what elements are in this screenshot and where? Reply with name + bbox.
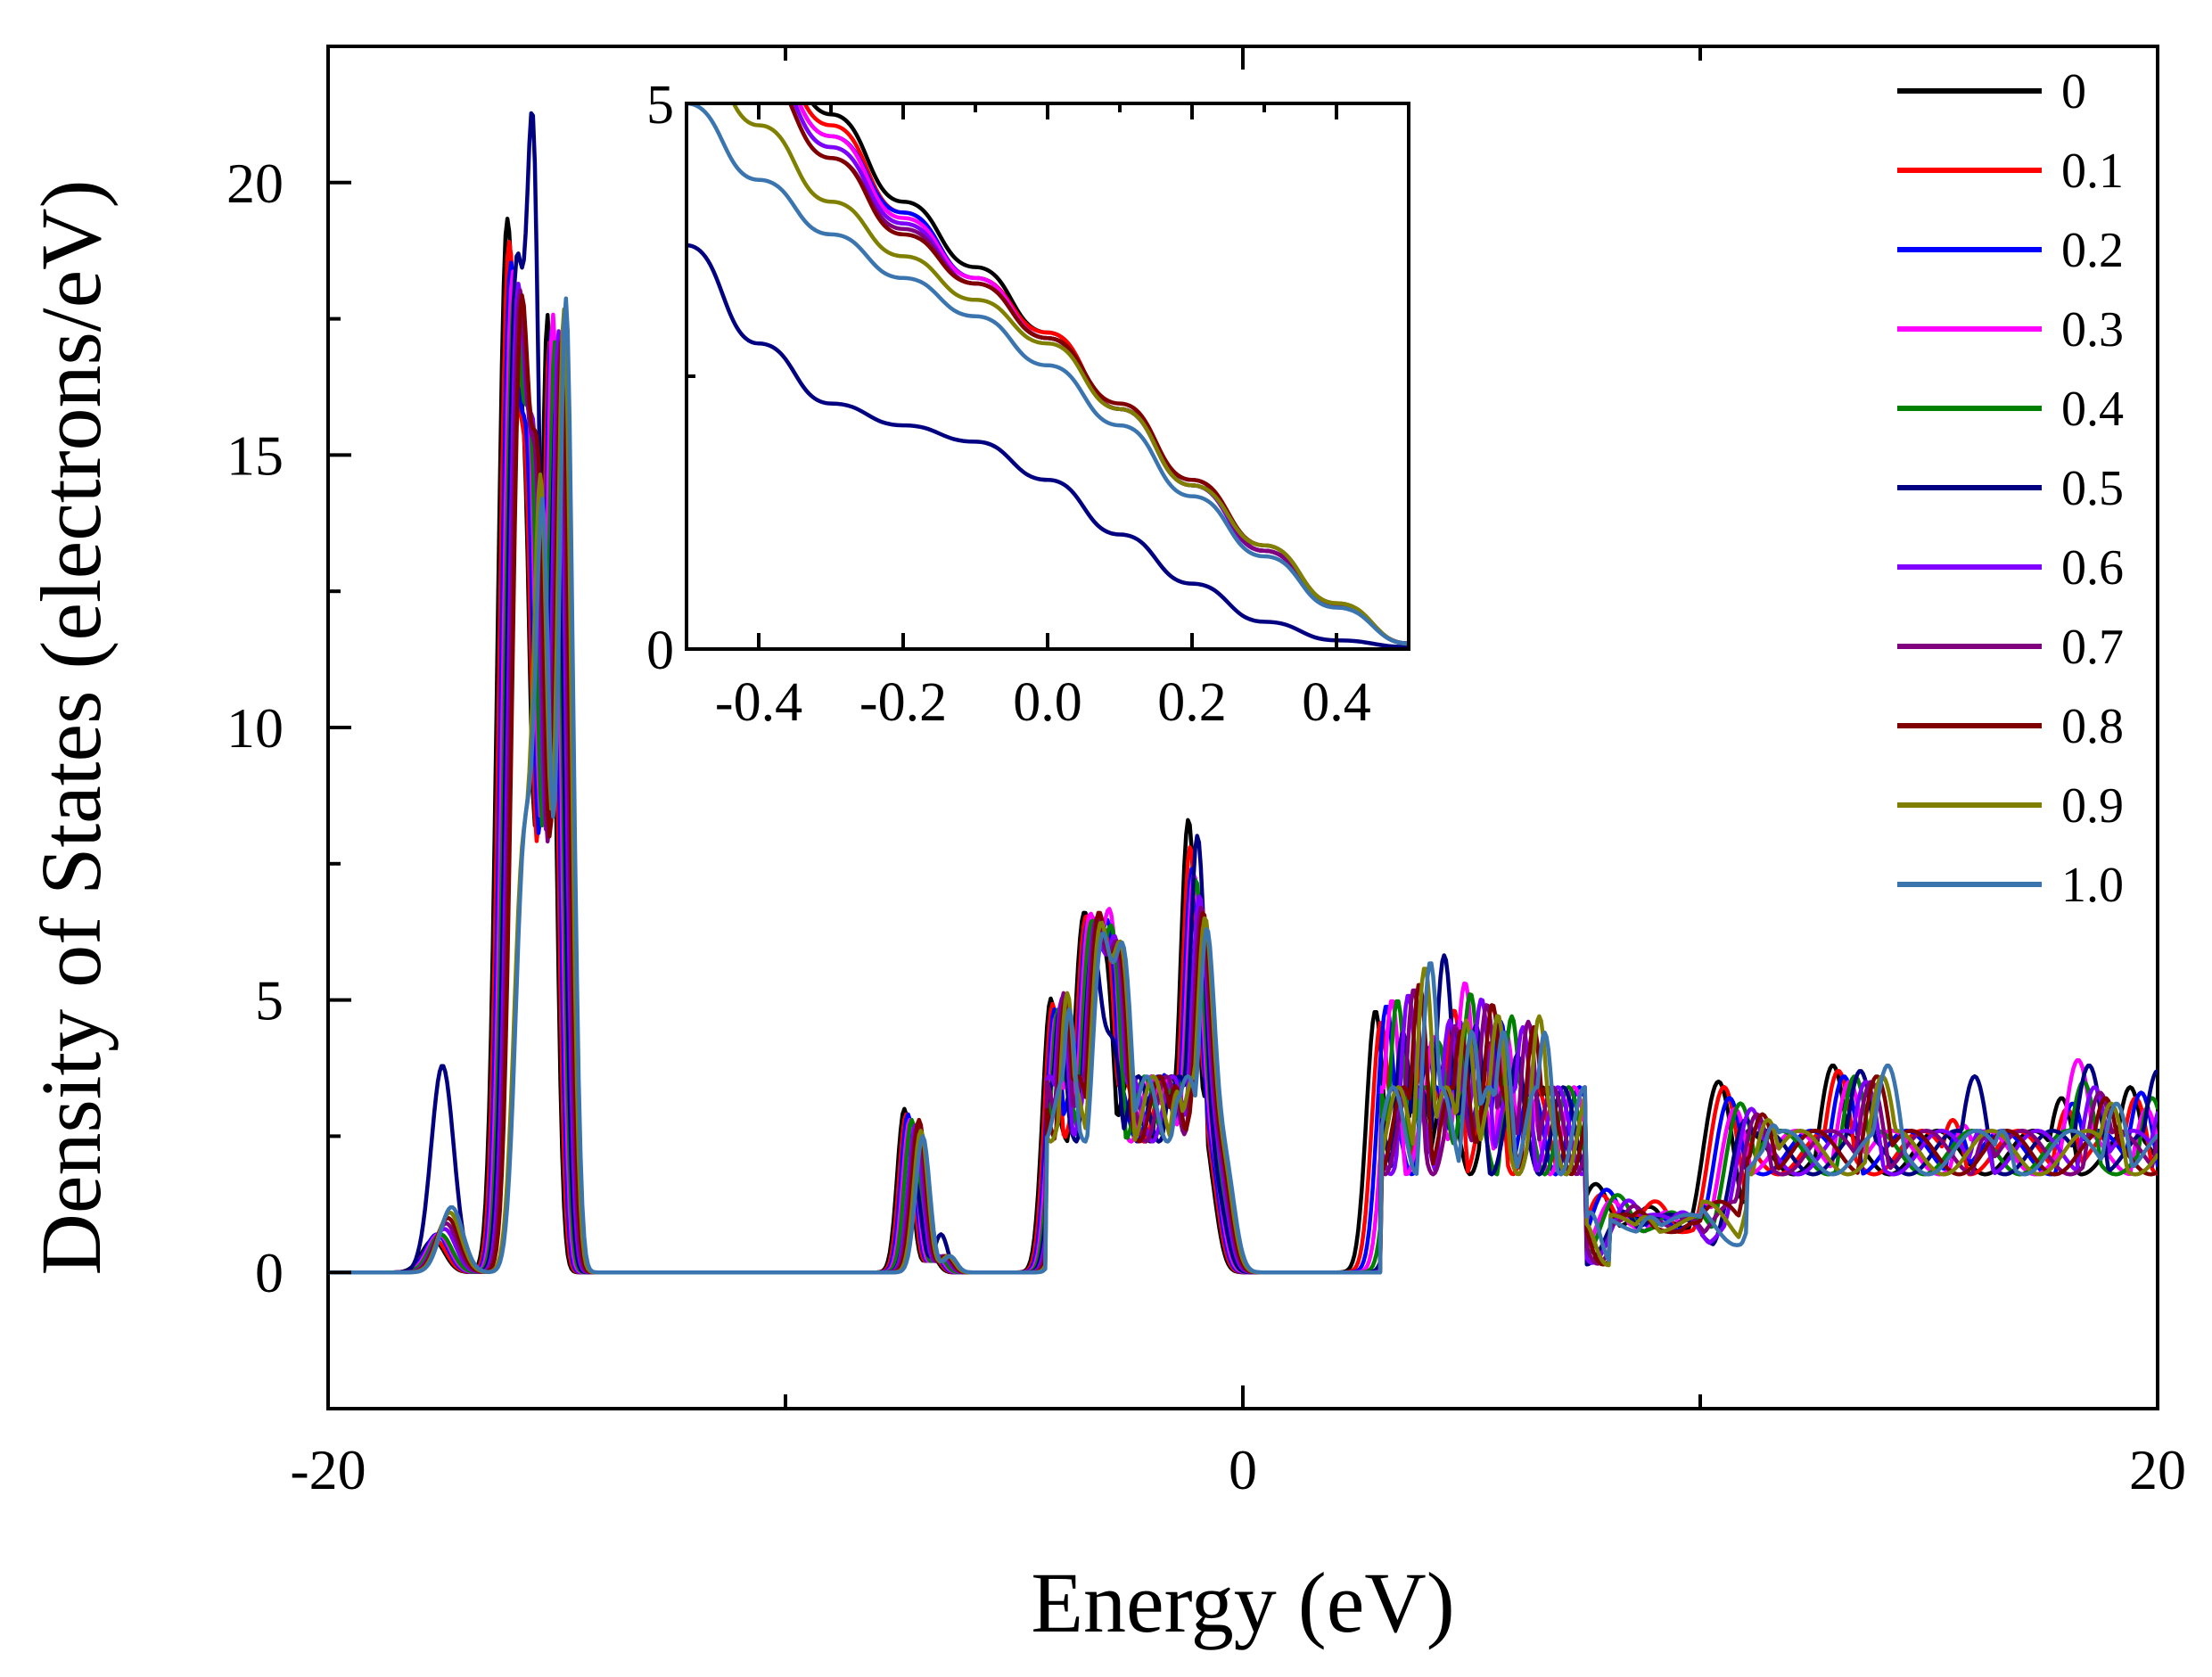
x-tick-label: 20 — [2129, 1438, 2186, 1501]
inset-ticks: -0.4 -0.2 0.0 0.2 0.4 0 5 — [646, 75, 1410, 733]
x-tick-label: -20 — [290, 1438, 366, 1501]
inset-x-tick-label: -0.4 — [715, 672, 802, 733]
legend-label-0.1: 0.1 — [2061, 144, 2124, 199]
inset-x-tick-label: 0.0 — [1013, 672, 1082, 733]
inset-series-group — [687, 103, 1409, 649]
legend-label-0.5: 0.5 — [2061, 461, 2124, 516]
dos-series-1.0 — [328, 296, 2158, 1275]
x-tick-label: 0 — [1229, 1438, 1257, 1501]
x-axis-label: Energy (eV) — [1031, 1555, 1454, 1650]
y-axis-label: Density of States (electrons/eV) — [23, 180, 119, 1276]
y-tick-label: 20 — [226, 152, 284, 215]
legend-label-0.2: 0.2 — [2061, 223, 2124, 278]
legend-label-0.4: 0.4 — [2061, 382, 2124, 437]
y-tick-label: 5 — [255, 969, 284, 1032]
main-ticks: -20 0 20 0 5 10 15 20 — [226, 46, 2186, 1501]
y-tick-label: 0 — [255, 1241, 284, 1304]
inset-series-0.9 — [731, 103, 1409, 646]
inset-series-0.5 — [687, 243, 1409, 649]
inset-x-tick-label: 0.2 — [1157, 672, 1227, 733]
legend-label-0.8: 0.8 — [2061, 699, 2124, 754]
legend-label-0.7: 0.7 — [2061, 620, 2124, 675]
inset-y-tick-label: 5 — [646, 75, 674, 136]
legend-label-0.6: 0.6 — [2061, 540, 2124, 596]
legend: 0 0.1 0.2 0.3 0.4 0.5 0.6 0.7 0.8 0.9 1.0 — [1897, 64, 2124, 913]
inset-x-tick-label: 0.4 — [1302, 672, 1371, 733]
legend-label-0: 0 — [2061, 64, 2086, 119]
legend-label-1.0: 1.0 — [2061, 858, 2124, 913]
y-tick-label: 10 — [226, 696, 284, 760]
legend-label-0.9: 0.9 — [2061, 778, 2124, 834]
inset-x-tick-label: -0.2 — [859, 672, 947, 733]
legend-label-0.3: 0.3 — [2061, 302, 2124, 358]
y-tick-label: 15 — [226, 423, 284, 487]
inset-y-tick-label: 0 — [646, 621, 674, 681]
inset-series-1.0 — [687, 103, 1409, 646]
main-series-group — [328, 111, 2158, 1275]
